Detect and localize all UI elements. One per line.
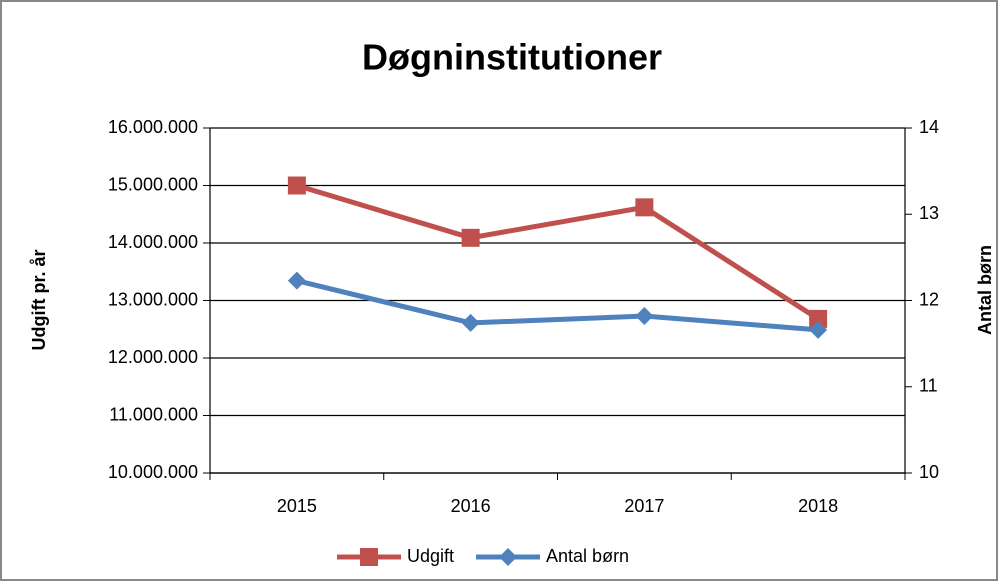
point	[809, 320, 828, 339]
y2-tick-label: 14	[919, 117, 939, 137]
chart-title: Døgninstitutioner	[362, 37, 662, 78]
y2-tick-label: 13	[919, 203, 939, 223]
y-tick-label: 11.000.000	[109, 404, 198, 424]
legend-label: Antal børn	[546, 546, 629, 566]
point	[287, 176, 306, 195]
y2-tick-label: 10	[919, 462, 939, 482]
x-tick-label: 2015	[277, 496, 317, 516]
legend-label: Udgift	[407, 546, 454, 566]
legend-marker	[499, 548, 518, 566]
y-tick-label: 14.000.000	[108, 232, 198, 252]
point	[635, 198, 654, 217]
legend-marker	[360, 548, 378, 566]
series-line	[296, 278, 819, 333]
y-tick-label: 15.000.000	[108, 174, 198, 194]
y-tick-label: 16.000.000	[108, 117, 198, 137]
point	[809, 309, 828, 328]
y-tick-label: 12.000.000	[108, 347, 198, 367]
point	[461, 228, 480, 247]
point	[287, 271, 306, 290]
x-tick-label: 2017	[624, 496, 664, 516]
y2-axis-label: Antal børn	[975, 245, 995, 335]
x-tick-label: 2016	[451, 496, 491, 516]
y2-tick-label: 12	[919, 289, 939, 309]
y-tick-label: 10.000.000	[108, 462, 198, 482]
y-tick-label: 13.000.000	[108, 289, 198, 309]
series-line	[296, 183, 820, 322]
point	[461, 313, 480, 332]
y2-tick-label: 11	[919, 376, 938, 396]
x-tick-label: 2018	[798, 496, 838, 516]
y-axis-label: Udgift pr. år	[29, 249, 49, 350]
point	[635, 307, 654, 326]
